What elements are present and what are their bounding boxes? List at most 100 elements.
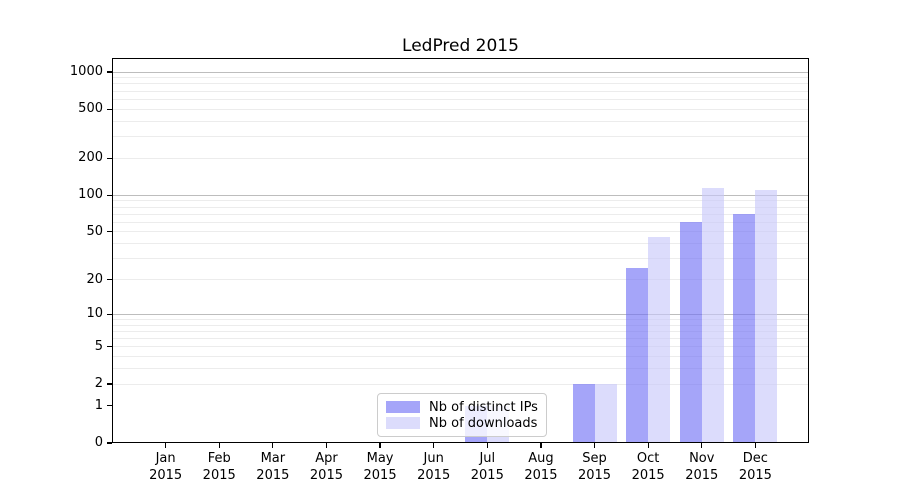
bar-ips-sep bbox=[572, 384, 595, 443]
gridline-minor bbox=[112, 200, 809, 202]
y-tick-label: 500 bbox=[78, 101, 103, 117]
x-tick-mark bbox=[701, 443, 703, 448]
y-tick-mark bbox=[107, 442, 112, 444]
x-tick-mark bbox=[272, 443, 274, 448]
legend-label-downloads: Nb of downloads bbox=[429, 415, 538, 431]
x-tick-label-month: May bbox=[366, 451, 394, 466]
bar-ips-nov bbox=[679, 222, 702, 443]
legend-swatch-downloads bbox=[386, 417, 420, 429]
gridline-minor bbox=[112, 330, 809, 332]
bar-downloads-dec bbox=[755, 190, 778, 443]
x-tick-label: Feb 2015 bbox=[187, 450, 251, 484]
gridline-minor bbox=[112, 279, 809, 280]
y-tick-mark bbox=[107, 346, 112, 348]
y-tick-mark bbox=[107, 157, 112, 159]
legend: Nb of distinct IPs Nb of downloads bbox=[377, 393, 547, 437]
bar-ips-dec bbox=[733, 214, 756, 443]
gridline-minor bbox=[112, 338, 809, 339]
y-tick-mark bbox=[107, 313, 112, 315]
x-tick-label: Jan 2015 bbox=[134, 450, 198, 484]
y-tick-mark bbox=[107, 108, 112, 110]
y-tick-label: 2 bbox=[94, 376, 103, 391]
y-tick-label: 20 bbox=[86, 271, 103, 287]
x-tick-label-year: 2015 bbox=[738, 468, 772, 483]
gridline-minor bbox=[112, 213, 809, 215]
gridline-minor bbox=[112, 221, 809, 223]
x-tick-label: Jun 2015 bbox=[402, 450, 466, 484]
bar-downloads-nov bbox=[701, 187, 724, 443]
x-tick-mark bbox=[593, 443, 596, 448]
gridline-major bbox=[112, 71, 809, 73]
gridline-major bbox=[112, 194, 809, 196]
x-tick-label-year: 2015 bbox=[256, 468, 290, 483]
x-tick-mark bbox=[647, 443, 649, 448]
gridline-minor bbox=[112, 318, 809, 320]
x-tick-mark bbox=[325, 443, 328, 448]
gridline-minor bbox=[112, 206, 809, 208]
x-tick-mark bbox=[218, 443, 220, 448]
x-tick-mark bbox=[486, 443, 488, 448]
gridline-minor bbox=[112, 108, 809, 110]
x-tick-label: Mar 2015 bbox=[241, 450, 305, 484]
x-tick-mark bbox=[433, 443, 435, 448]
gridline-major bbox=[112, 313, 809, 315]
y-tick-label: 100 bbox=[78, 187, 103, 203]
gridline-minor bbox=[112, 157, 809, 159]
gridline-minor bbox=[112, 324, 809, 326]
x-tick-label: Apr 2015 bbox=[294, 450, 358, 484]
gridline-minor bbox=[112, 383, 809, 385]
x-tick-label-year: 2015 bbox=[363, 468, 397, 483]
x-tick-label-month: Dec bbox=[742, 451, 768, 466]
x-tick-label-year: 2015 bbox=[524, 468, 558, 483]
legend-label-distinct-ips: Nb of distinct IPs bbox=[429, 399, 538, 415]
x-tick-label-year: 2015 bbox=[309, 468, 343, 483]
x-tick-label: Dec 2015 bbox=[723, 450, 787, 484]
x-tick-label-year: 2015 bbox=[685, 468, 719, 483]
x-tick-label-year: 2015 bbox=[149, 468, 183, 483]
y-tick-label: 1 bbox=[94, 397, 103, 413]
y-tick-label: 0 bbox=[94, 435, 103, 450]
x-tick-label: May 2015 bbox=[348, 450, 412, 484]
x-tick-label: Oct 2015 bbox=[616, 450, 680, 484]
x-tick-label-month: Aug bbox=[528, 451, 554, 466]
x-tick-label-month: Nov bbox=[689, 451, 715, 466]
gridline-minor bbox=[112, 258, 809, 260]
legend-item-downloads: Nb of downloads bbox=[386, 415, 538, 431]
legend-item-distinct-ips: Nb of distinct IPs bbox=[386, 399, 538, 415]
y-tick-label: 200 bbox=[78, 150, 103, 166]
x-tick-label-month: Jun bbox=[423, 451, 444, 466]
gridline-minor bbox=[112, 136, 809, 138]
x-tick-label: Sep 2015 bbox=[563, 450, 627, 484]
x-tick-label-month: Jan bbox=[155, 451, 176, 466]
x-tick-label: Aug 2015 bbox=[509, 450, 573, 484]
y-tick-label: 50 bbox=[86, 223, 103, 239]
legend-swatch-distinct-ips bbox=[386, 401, 420, 413]
x-tick-label: Nov 2015 bbox=[670, 450, 734, 484]
gridline-minor bbox=[112, 346, 809, 348]
gridline-minor bbox=[112, 90, 809, 92]
y-tick-mark bbox=[107, 231, 112, 233]
gridline-minor bbox=[112, 98, 809, 100]
x-tick-label-month: Jul bbox=[479, 451, 496, 466]
y-tick-label: 5 bbox=[94, 338, 103, 354]
gridline-minor bbox=[112, 77, 809, 79]
x-tick-label-month: Mar bbox=[260, 451, 286, 466]
bar-downloads-oct bbox=[648, 237, 671, 443]
x-tick-label-year: 2015 bbox=[577, 468, 612, 483]
y-tick-mark bbox=[107, 383, 112, 385]
gridline-minor bbox=[112, 120, 809, 122]
y-tick-mark bbox=[107, 278, 112, 281]
x-tick-label-month: Oct bbox=[636, 451, 660, 466]
chart-title: LedPred 2015 bbox=[402, 36, 519, 56]
x-tick-label-month: Sep bbox=[582, 451, 607, 466]
x-tick-label-year: 2015 bbox=[631, 468, 665, 483]
y-tick-label: 10 bbox=[86, 306, 103, 322]
gridline-minor bbox=[112, 368, 809, 370]
x-tick-label-year: 2015 bbox=[202, 468, 236, 483]
x-tick-label-year: 2015 bbox=[417, 468, 451, 483]
gridline-minor bbox=[112, 83, 809, 85]
x-tick-mark bbox=[379, 443, 381, 448]
y-tick-mark bbox=[107, 194, 112, 196]
x-tick-mark bbox=[754, 443, 756, 448]
